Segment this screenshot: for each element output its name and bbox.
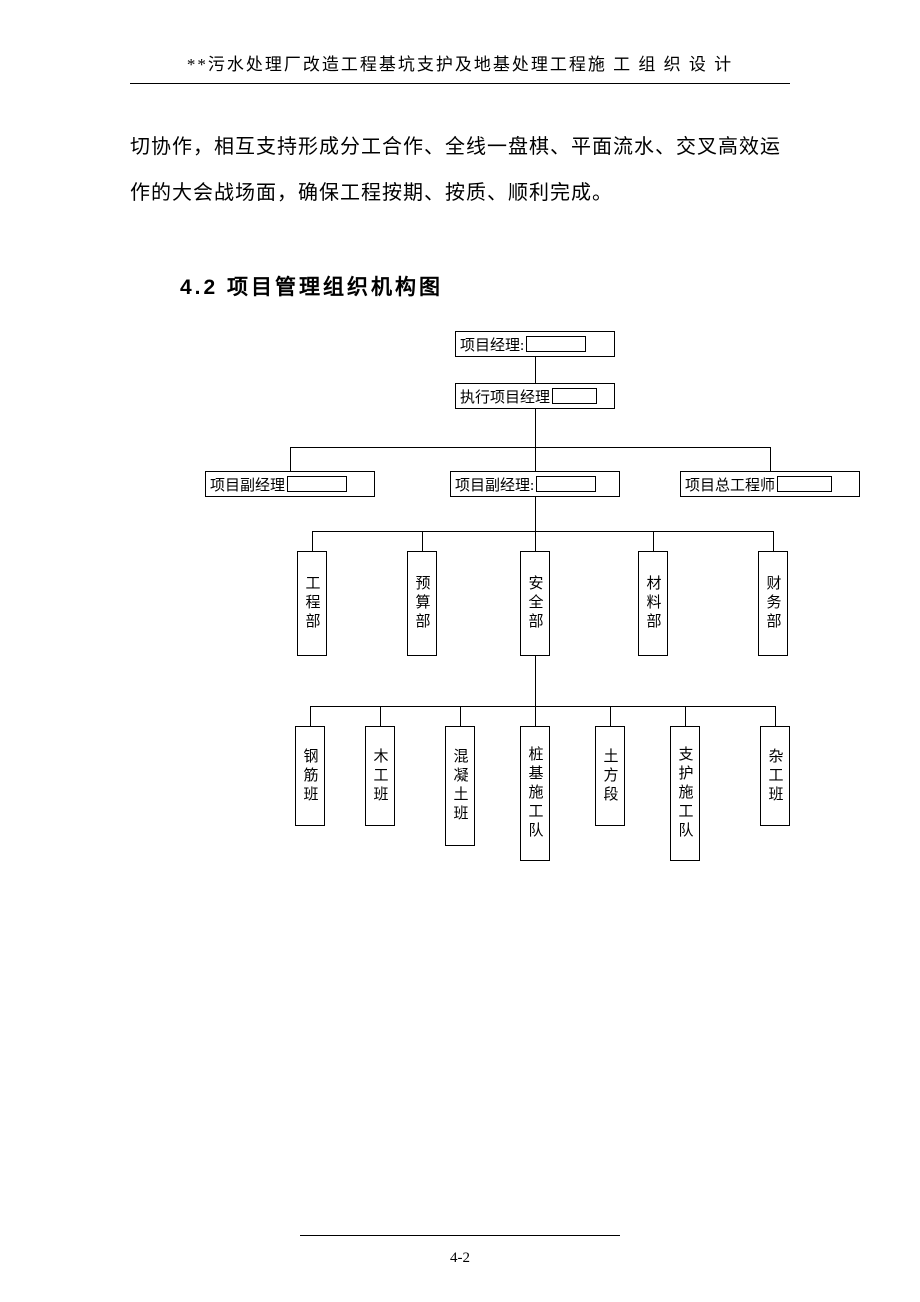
blank-field bbox=[536, 476, 596, 492]
department-node: 财务部 bbox=[758, 551, 788, 656]
connector-line bbox=[535, 447, 536, 471]
connector-line bbox=[535, 531, 536, 551]
connector-line bbox=[380, 706, 381, 726]
team-node: 土方段 bbox=[595, 726, 625, 826]
node-label: 项目总工程师 bbox=[685, 474, 775, 495]
connector-line bbox=[312, 531, 313, 551]
section-heading: 4.2 项目管理组织机构图 bbox=[180, 271, 830, 301]
team-node: 杂工班 bbox=[760, 726, 790, 826]
connector-line bbox=[773, 531, 774, 551]
top-node: 执行项目经理 bbox=[455, 383, 615, 409]
node-label: 执行项目经理 bbox=[460, 386, 550, 407]
deputy-node: 项目副经理: bbox=[450, 471, 620, 497]
connector-line bbox=[535, 409, 536, 447]
body-paragraph: 切协作，相互支持形成分工合作、全线一盘棋、平面流水、交叉高效运作的大会战场面，确… bbox=[130, 124, 790, 216]
blank-field bbox=[552, 388, 597, 404]
page: **污水处理厂改造工程基坑支护及地基处理工程施 工 组 织 设 计 切协作，相互… bbox=[0, 0, 920, 1302]
page-header: **污水处理厂改造工程基坑支护及地基处理工程施 工 组 织 设 计 bbox=[90, 50, 830, 83]
top-node: 项目经理: bbox=[455, 331, 615, 357]
team-node: 钢筋班 bbox=[295, 726, 325, 826]
connector-line bbox=[310, 706, 311, 726]
department-node: 工程部 bbox=[297, 551, 327, 656]
node-label: 项目副经理: bbox=[455, 474, 534, 495]
deputy-node: 项目总工程师 bbox=[680, 471, 860, 497]
node-label: 项目副经理 bbox=[210, 474, 285, 495]
page-number: 4-2 bbox=[0, 1250, 920, 1267]
team-node: 桩基施工队 bbox=[520, 726, 550, 861]
connector-line bbox=[460, 706, 461, 726]
footer-rule bbox=[300, 1235, 620, 1236]
connector-line bbox=[770, 447, 771, 471]
blank-field bbox=[287, 476, 347, 492]
deputy-node: 项目副经理 bbox=[205, 471, 375, 497]
connector-line bbox=[422, 531, 423, 551]
team-node: 木工班 bbox=[365, 726, 395, 826]
connector-line bbox=[290, 447, 770, 448]
department-node: 预算部 bbox=[407, 551, 437, 656]
org-chart: 项目经理: 执行项目经理项目副经理 项目副经理: 项目总工程师工程部 预算部 安全部 材料部… bbox=[150, 331, 850, 861]
node-label: 项目经理: bbox=[460, 334, 524, 355]
connector-line bbox=[290, 447, 291, 471]
connector-line bbox=[535, 656, 536, 706]
department-node: 材料部 bbox=[638, 551, 668, 656]
connector-line bbox=[535, 357, 536, 383]
connector-line bbox=[685, 706, 686, 726]
team-node: 支护施工队 bbox=[670, 726, 700, 861]
blank-field bbox=[777, 476, 832, 492]
blank-field bbox=[526, 336, 586, 352]
connector-line bbox=[535, 497, 536, 531]
header-rule bbox=[130, 83, 790, 84]
connector-line bbox=[775, 706, 776, 726]
connector-line bbox=[610, 706, 611, 726]
connector-line bbox=[653, 531, 654, 551]
department-node: 安全部 bbox=[520, 551, 550, 656]
team-node: 混凝土班 bbox=[445, 726, 475, 846]
connector-line bbox=[535, 706, 536, 726]
connector-line bbox=[312, 531, 773, 532]
